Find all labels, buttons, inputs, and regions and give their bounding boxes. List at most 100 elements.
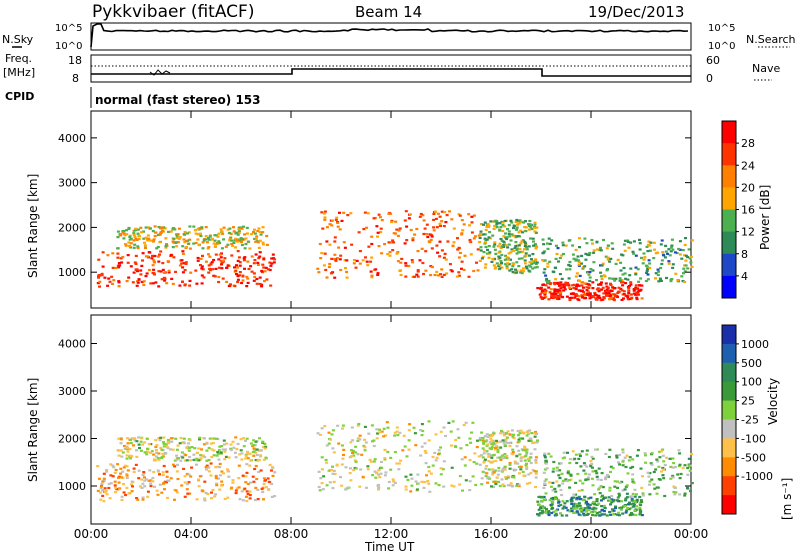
scatter-mark [185,459,189,462]
scatter-mark [157,226,161,229]
scatter-mark [225,280,229,283]
scatter-mark [113,484,117,487]
scatter-mark [648,483,651,486]
scatter-mark [142,237,146,240]
scatter-mark [522,221,526,224]
scatter-mark [440,220,444,223]
scatter-mark [505,256,509,259]
scatter-mark [546,247,550,250]
scatter-mark [484,467,488,470]
scatter-mark [485,464,488,468]
scatter-mark [397,468,401,471]
scatter-mark [256,261,260,264]
scatter-mark [568,297,572,300]
scatter-mark [377,213,381,216]
date-label: 19/Dec/2013 [588,3,684,21]
scatter-mark [240,458,244,461]
scatter-mark [458,214,462,217]
scatter-mark [605,475,609,478]
scatter-mark [582,469,586,472]
scatter-mark [162,481,166,484]
colorbar-swatch [722,231,736,255]
scatter-mark [205,241,209,244]
scatter-mark [255,277,259,281]
scatter-mark [256,241,260,244]
scatter-mark [380,466,384,469]
scatter-mark [97,477,101,480]
scatter-mark [683,243,687,247]
scatter-mark [503,453,507,456]
scatter-mark [225,266,229,269]
scatter-mark [145,272,149,275]
scatter-mark [534,247,538,250]
scatter-mark [558,273,562,276]
scatter-mark [583,508,587,511]
scatter-mark [236,278,240,281]
scatter-mark [606,244,610,247]
scatter-mark [592,261,596,264]
scatter-mark [200,274,204,277]
scatter-mark [557,297,561,300]
scatter-mark [175,454,179,457]
scatter-mark [635,505,639,508]
scatter-mark [595,240,599,243]
scatter-mark [525,462,528,465]
scatter-mark [110,275,114,278]
scatter-mark [425,474,428,477]
scatter-mark [550,511,554,515]
scatter-mark [236,250,240,253]
scatter-mark [606,258,610,261]
scatter-mark [493,442,497,446]
scatter-mark [624,485,628,488]
scatter-mark [158,241,162,244]
scatter-mark [369,460,373,463]
scatter-mark [671,266,675,269]
scatter-mark [562,285,566,288]
scatter-mark [206,492,210,496]
scatter-mark [608,486,612,489]
scatter-mark [246,277,250,280]
scatter-mark [634,293,638,296]
scatter-mark [671,476,675,479]
scatter-mark [613,279,617,282]
scatter-mark [555,480,559,483]
scatter-mark [510,268,514,271]
scatter-mark [524,242,528,245]
scatter-mark [376,432,380,435]
scatter-mark [423,442,427,445]
scatter-mark [350,243,354,246]
colorbar-swatch [722,187,736,210]
scatter-mark [591,457,595,460]
colorbar-swatch [722,495,736,515]
scatter-mark [363,446,367,449]
scatter-mark [481,456,485,459]
scatter-mark [218,474,222,477]
scatter-mark [255,453,259,457]
scatter-mark [236,240,240,243]
scatter-mark [352,454,356,457]
scatter-mark [504,477,508,480]
scatter-mark [499,260,503,263]
scatter-mark [558,294,562,297]
scatter-mark [143,244,147,247]
scatter-mark [151,264,155,267]
scatter-mark [135,497,139,500]
scatter-mark [574,285,578,288]
scatter-mark [370,256,374,259]
scatter-mark [122,229,126,233]
scatter-mark [656,273,660,277]
scatter-mark [162,271,166,274]
scatter-mark [595,475,599,478]
scatter-mark [186,232,189,235]
scatter-mark [392,241,396,244]
scatter-mark [424,250,428,253]
scatter-mark [330,433,334,436]
scatter-mark [413,275,416,278]
scatter-mark [531,267,535,270]
scatter-mark [585,453,589,456]
scatter-mark [171,448,175,451]
scatter-mark [561,500,565,503]
scatter-mark [184,262,188,265]
scatter-mark [246,260,250,263]
scatter-mark [492,441,496,444]
